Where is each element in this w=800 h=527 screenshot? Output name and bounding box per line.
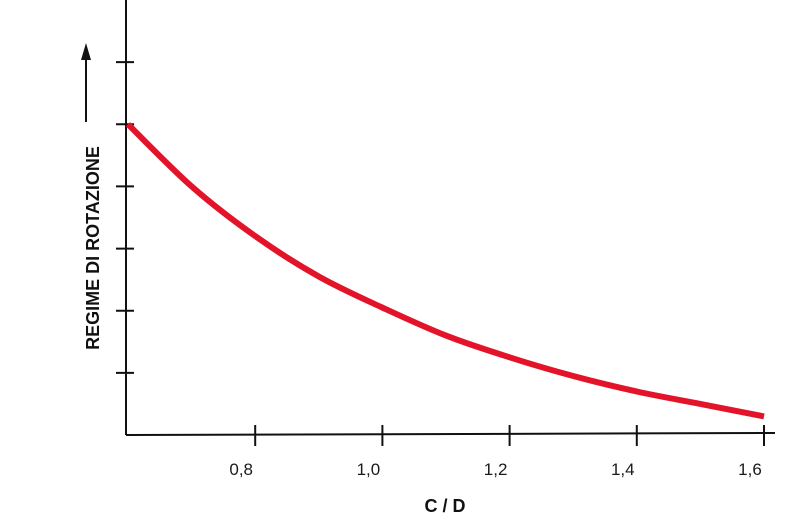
x-tick-label: 0,8 [229, 460, 253, 479]
x-axis-line [125, 432, 776, 436]
y-axis-title-group: REGIME DI ROTAZIONE [83, 146, 103, 350]
x-tick-label: 1,2 [484, 460, 508, 479]
y-axis-arrow-icon [81, 43, 91, 122]
ticks [116, 61, 765, 446]
x-tick-label: 1,4 [611, 460, 635, 479]
x-tick-label: 1,0 [357, 460, 381, 479]
series [125, 122, 765, 420]
arrow-head [81, 43, 91, 60]
series-line [125, 122, 765, 420]
axes [125, 0, 776, 436]
tick-labels: 0,8 1,0 1,2 1,4 1,6 [229, 460, 761, 479]
y-axis-title: REGIME DI ROTAZIONE [83, 146, 103, 350]
x-tick-label: 1,6 [738, 460, 762, 479]
x-axis-title: C / D [424, 496, 465, 516]
